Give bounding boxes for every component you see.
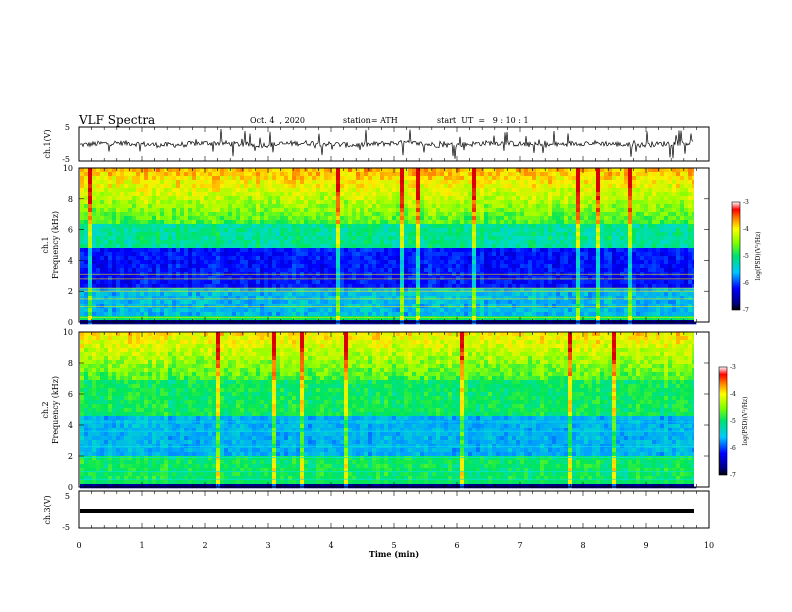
start-time-label: start UT = 9 : 10 : 1: [437, 116, 529, 125]
ch3-ytick-neg5: -5: [62, 523, 70, 532]
ch1-waveform-line: [79, 128, 694, 159]
x-axis-label: Time (min): [369, 549, 419, 559]
colorbar-tick--6: -6: [743, 280, 749, 287]
date-label: Oct. 4 , 2020: [250, 116, 305, 125]
ch3-waveform-ylabel: ch.3(V): [43, 495, 52, 524]
ch1-freq-ylabel: Frequency (kHz): [51, 211, 60, 279]
colorbar-tick--7: -7: [743, 307, 749, 314]
colorbar-tick--3: -3: [730, 364, 736, 371]
y-tick-label-4: 4: [68, 256, 73, 265]
ch3-waveform-panel: 5 -5 ch.3(V): [43, 490, 710, 532]
x-tick-label-10: 10: [704, 541, 714, 550]
x-tick-label-4: 4: [328, 541, 333, 550]
ch1-colorbar-label: log(PSD)(V²/Hz): [755, 232, 762, 281]
x-tick-label-6: 6: [454, 541, 459, 550]
x-tick-label-1: 1: [139, 541, 144, 550]
y-tick-label-0: 0: [68, 483, 73, 492]
figure-title: VLF Spectra: [79, 113, 156, 127]
colorbar-tick--7: -7: [730, 472, 736, 479]
y-tick-label-10: 10: [63, 164, 73, 173]
ch2-spectrogram-panel: 0 2 4 6 8 10 ch.2 Frequency (kHz): [41, 328, 710, 492]
ch2-colorbar-label: log(PSD)(V²/Hz): [742, 397, 749, 446]
colorbar-tick--4: -4: [743, 226, 749, 233]
ch2-colorbar: -3 -4 -5 -6 -7 log(PSD)(V²/Hz): [718, 364, 749, 479]
x-tick-label-2: 2: [202, 541, 207, 550]
ch2-label: ch.2: [41, 401, 50, 418]
y-tick-label-2: 2: [68, 287, 73, 296]
colorbar-tick--5: -5: [730, 418, 736, 425]
x-tick-label-0: 0: [76, 541, 81, 550]
y-tick-label-8: 8: [68, 195, 73, 204]
colorbar-tick--3: -3: [743, 199, 749, 206]
ch1-colorbar: -3 -4 -5 -6 -7 log(PSD)(V²/Hz): [731, 199, 762, 314]
colorbar-tick--4: -4: [730, 391, 736, 398]
ch1-waveform-ylabel: ch.1(V): [43, 129, 52, 158]
x-tick-label-3: 3: [265, 541, 270, 550]
ch1-label: ch.1: [41, 236, 50, 253]
colorbar-tick--5: -5: [743, 253, 749, 260]
y-tick-label-6: 6: [68, 390, 73, 399]
x-tick-label-9: 9: [643, 541, 648, 550]
x-axis: 0 1 2 3 4 5 6 7 8 9 10: [76, 541, 714, 550]
y-tick-label-10: 10: [63, 328, 73, 337]
ch1-ytick-5: 5: [65, 123, 70, 132]
ch1-spectrogram-panel: 0 2 4 6 8 10 ch.1 Frequency (kHz): [41, 164, 710, 327]
y-tick-label-4: 4: [68, 421, 73, 430]
ch3-ytick-5: 5: [65, 492, 70, 501]
x-tick-label-5: 5: [391, 541, 396, 550]
y-tick-label-8: 8: [68, 359, 73, 368]
ch1-waveform-panel: 5 -5 ch.1(V): [43, 123, 710, 164]
ch2-freq-ylabel: Frequency (kHz): [51, 376, 60, 444]
x-tick-label-8: 8: [580, 541, 585, 550]
colorbar-tick--6: -6: [730, 445, 736, 452]
station-label: station= ATH: [343, 116, 398, 125]
y-tick-label-2: 2: [68, 452, 73, 461]
ch1-ytick-neg5: -5: [62, 155, 70, 164]
y-tick-label-6: 6: [68, 226, 73, 235]
y-tick-label-0: 0: [68, 318, 73, 327]
x-tick-label-7: 7: [517, 541, 522, 550]
